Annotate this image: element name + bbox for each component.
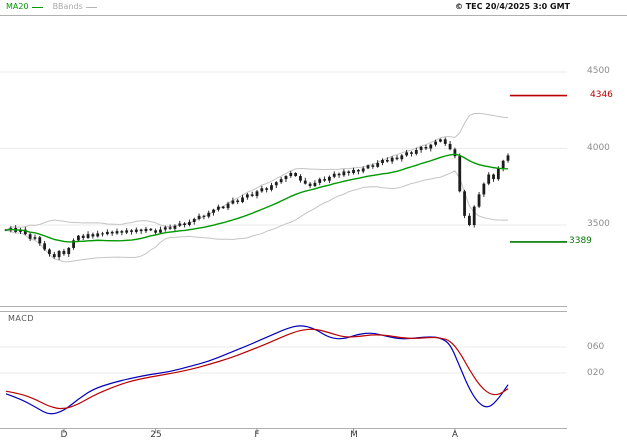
copyright-text: © TEC 20/4/2025 3:0 GMT	[454, 2, 570, 11]
time-axis-label-2025: 25	[150, 430, 162, 440]
ma20-legend-label: MA20	[6, 2, 29, 11]
price-axis-tick-3500: 3500	[587, 219, 610, 229]
price-axis-tick-4500: 4500	[587, 66, 610, 76]
time-axis-label-february: F	[254, 430, 260, 440]
chart-frame	[0, 15, 627, 429]
bollinger-upper-band	[5, 112, 509, 231]
price-axis-tick-4000: 4000	[587, 143, 610, 153]
ma20-legend-item: MA20	[6, 2, 43, 12]
bbands-legend-item: BBands	[53, 2, 97, 12]
time-axis-label-december: D	[60, 430, 68, 440]
time-axis-label-march: M	[350, 430, 358, 440]
macd-panel-title: MACD	[8, 314, 34, 323]
candlesticks	[4, 137, 510, 260]
support-price-label: 3389	[569, 236, 592, 246]
time-axis-label-april: A	[451, 430, 459, 440]
macd-axis-tick-020: 020	[587, 368, 605, 378]
resistance-price-label: 4346	[590, 90, 613, 100]
time-axis-ticks	[63, 428, 456, 433]
bollinger-lower-band	[5, 170, 509, 263]
bbands-legend-label: BBands	[52, 2, 83, 11]
ma20-line	[5, 153, 509, 243]
bbands-line-swatch-icon	[85, 6, 97, 8]
ma20-line-swatch-icon	[31, 6, 43, 8]
macd-axis-tick-060: 060	[587, 342, 605, 352]
legend: MA20 BBands	[6, 2, 97, 12]
price-levels	[510, 94, 567, 243]
macd-signal-line	[5, 328, 509, 410]
macd-macd-line	[5, 325, 509, 415]
